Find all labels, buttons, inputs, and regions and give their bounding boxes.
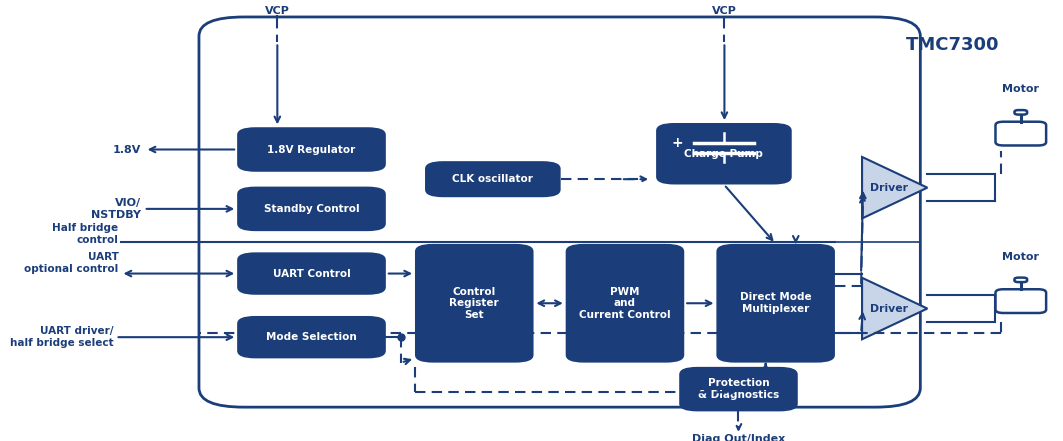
- Polygon shape: [862, 157, 927, 218]
- FancyBboxPatch shape: [237, 187, 386, 231]
- Polygon shape: [862, 278, 927, 339]
- Text: +: +: [672, 135, 684, 149]
- Text: Driver: Driver: [871, 183, 909, 193]
- FancyBboxPatch shape: [566, 244, 685, 363]
- Text: UART
optional control: UART optional control: [24, 252, 119, 274]
- Text: VCP: VCP: [712, 6, 737, 15]
- FancyBboxPatch shape: [237, 127, 386, 172]
- Text: Mode Selection: Mode Selection: [266, 332, 357, 342]
- Text: Diag Out/Index: Diag Out/Index: [692, 434, 786, 441]
- Text: Direct Mode
Multiplexer: Direct Mode Multiplexer: [740, 292, 811, 314]
- FancyBboxPatch shape: [716, 244, 834, 363]
- FancyBboxPatch shape: [679, 367, 797, 411]
- Text: 1.8V: 1.8V: [113, 145, 140, 154]
- FancyBboxPatch shape: [237, 316, 386, 359]
- Text: Driver: Driver: [871, 303, 909, 314]
- Text: UART Control: UART Control: [272, 269, 351, 279]
- Text: PWM
and
Current Control: PWM and Current Control: [579, 287, 671, 320]
- FancyBboxPatch shape: [415, 244, 534, 363]
- Text: Charge Pump: Charge Pump: [685, 149, 763, 159]
- Text: Protection
& Diagnostics: Protection & Diagnostics: [698, 378, 779, 400]
- FancyBboxPatch shape: [425, 161, 560, 197]
- FancyBboxPatch shape: [656, 123, 792, 184]
- Text: 1.8V Regulator: 1.8V Regulator: [268, 145, 356, 154]
- Text: Motor: Motor: [1002, 84, 1040, 94]
- Text: CLK oscillator: CLK oscillator: [453, 174, 534, 184]
- Text: UART driver/
half bridge select: UART driver/ half bridge select: [10, 326, 114, 348]
- FancyBboxPatch shape: [237, 252, 386, 295]
- Text: VCP: VCP: [265, 6, 290, 15]
- Text: VIO/
NSTDBY: VIO/ NSTDBY: [90, 198, 140, 220]
- Text: TMC7300: TMC7300: [906, 36, 999, 53]
- Text: Half bridge
control: Half bridge control: [52, 223, 119, 245]
- Text: Control
Register
Set: Control Register Set: [450, 287, 499, 320]
- Text: Standby Control: Standby Control: [264, 204, 359, 214]
- Text: Motor: Motor: [1002, 252, 1040, 262]
